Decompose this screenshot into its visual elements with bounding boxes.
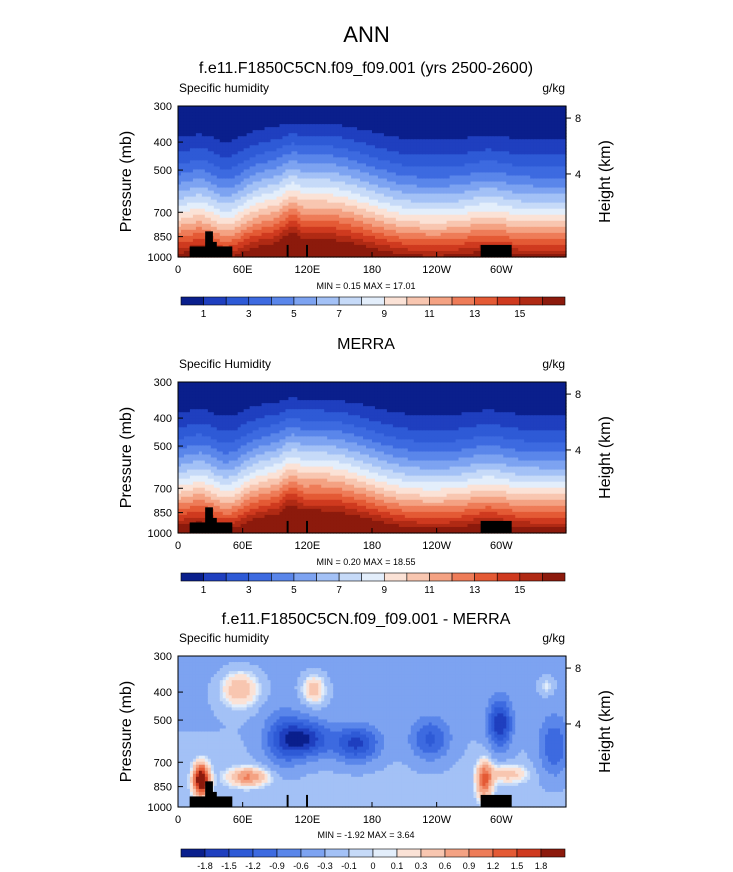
panel-title: f.e11.F1850C5CN.f09_f09.001 (yrs 2500-26… (199, 60, 533, 77)
heatmap-field (178, 106, 567, 258)
chart-panel-1: f.e11.F1850C5CN.f09_f09.001 (yrs 2500-26… (118, 60, 614, 320)
variable-label: Specific humidity (179, 81, 269, 95)
units-label: g/kg (542, 81, 565, 95)
figure: f.e11.F1850C5CN.f09_f09.001 (yrs 2500-26… (0, 0, 733, 872)
